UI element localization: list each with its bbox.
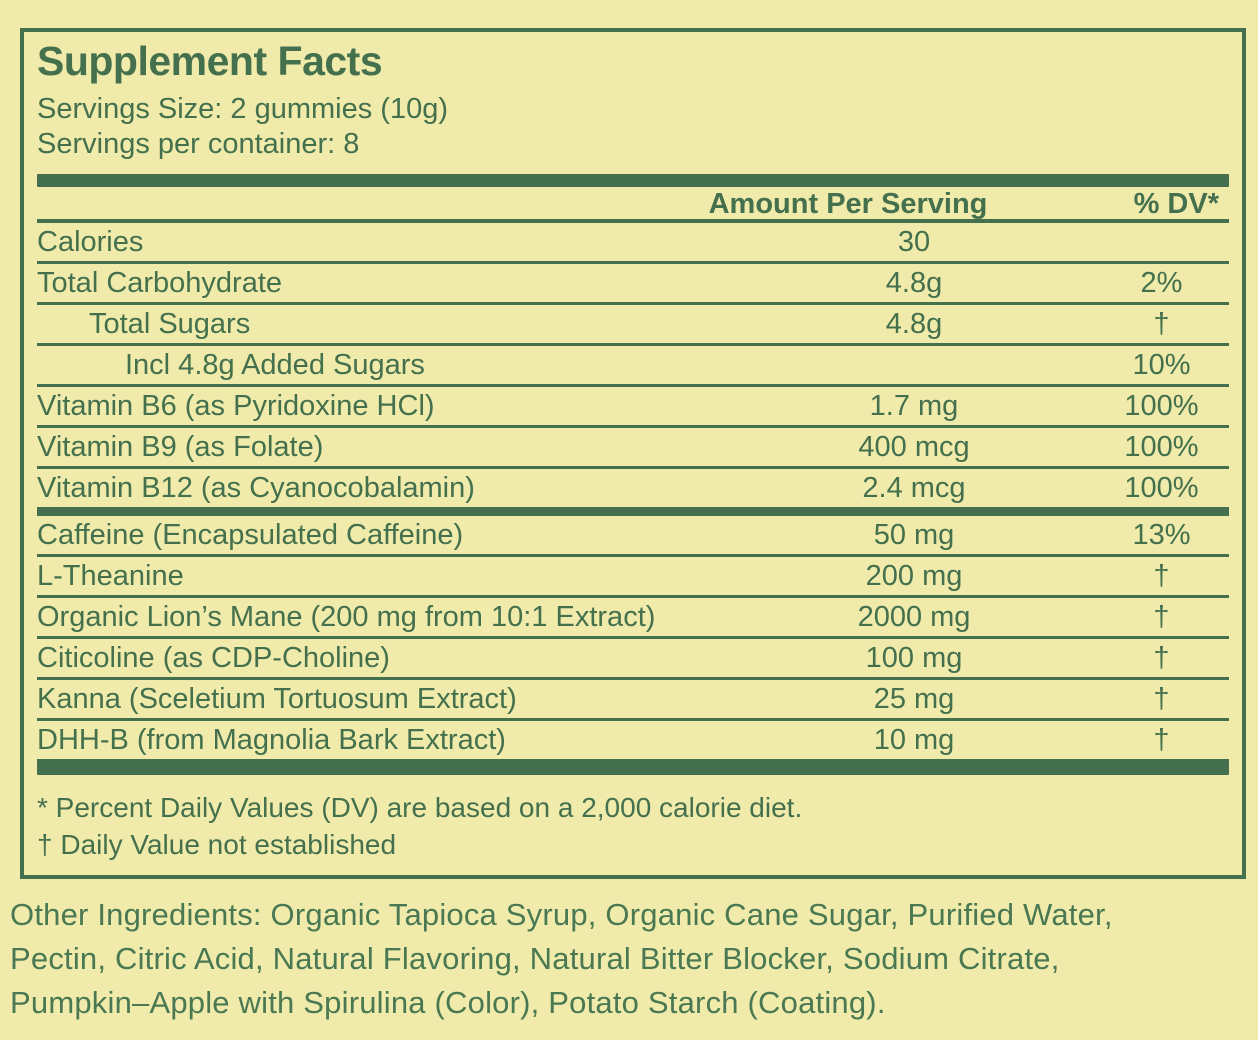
nutrient-name: Vitamin B6 (as Pyridoxine HCl)	[37, 389, 435, 422]
nutrient-row: Vitamin B12 (as Cyanocobalamin) 2.4 mcg …	[37, 469, 1229, 516]
nutrient-name: Caffeine (Encapsulated Caffeine)	[37, 518, 464, 551]
nutrient-dv: 100%	[1124, 389, 1199, 422]
nutrient-name: Vitamin B12 (as Cyanocobalamin)	[37, 471, 475, 504]
nutrient-row: Caffeine (Encapsulated Caffeine) 50 mg 1…	[37, 516, 1229, 557]
nutrient-row: L-Theanine 200 mg †	[37, 557, 1229, 598]
nutrient-dv: †	[1153, 723, 1170, 756]
nutrient-dv: 13%	[1132, 518, 1191, 551]
nutrient-amount: 30	[897, 225, 931, 258]
divider-thick-bottom	[37, 762, 1229, 775]
nutrient-name: L-Theanine	[37, 559, 184, 592]
nutrient-amount: 1.7 mg	[869, 389, 959, 422]
nutrient-amount: 2.4 mcg	[862, 471, 966, 504]
divider-thick-top	[37, 174, 1229, 187]
nutrient-row: Vitamin B6 (as Pyridoxine HCl) 1.7 mg 10…	[37, 387, 1229, 428]
nutrient-dv: †	[1153, 641, 1170, 674]
nutrient-amount: 100 mg	[865, 641, 963, 674]
other-ingredients-line: Pectin, Citric Acid, Natural Flavoring, …	[10, 941, 1060, 976]
nutrient-amount: 4.8g	[885, 307, 943, 340]
nutrient-name: Total Sugars	[89, 307, 251, 340]
other-ingredients-line: Other Ingredients: Organic Tapioca Syrup…	[10, 897, 1113, 932]
nutrient-name: Total Carbohydrate	[37, 266, 283, 299]
footnote-percent-dv: * Percent Daily Values (DV) are based on…	[37, 792, 803, 823]
nutrient-row: Incl 4.8g Added Sugars 10%	[37, 346, 1229, 387]
column-header-amount: Amount Per Serving	[708, 187, 988, 220]
panel-title: Supplement Facts	[37, 38, 383, 84]
nutrient-row: Vitamin B9 (as Folate) 400 mcg 100%	[37, 428, 1229, 469]
nutrient-row: Total Sugars 4.8g †	[37, 305, 1229, 346]
nutrient-amount: 50 mg	[873, 518, 955, 551]
nutrient-dv: †	[1153, 682, 1170, 715]
nutrient-name: Calories	[37, 225, 144, 258]
nutrient-dv: †	[1153, 600, 1170, 633]
serving-size-text: Servings Size: 2 gummies (10g)	[37, 93, 448, 125]
nutrient-dv: 2%	[1140, 266, 1183, 299]
footnotes: * Percent Daily Values (DV) are based on…	[37, 789, 1229, 863]
column-header-dv: % DV*	[1133, 187, 1219, 220]
footnote-dagger: † Daily Value not established	[37, 829, 397, 860]
nutrient-table-body: Calories 30 Total Carbohydrate 4.8g 2% T…	[37, 223, 1229, 762]
nutrient-row: DHH-B (from Magnolia Bark Extract) 10 mg…	[37, 721, 1229, 762]
nutrient-amount: 10 mg	[873, 723, 955, 756]
nutrient-dv: 100%	[1124, 430, 1199, 463]
nutrient-dv: †	[1153, 559, 1170, 592]
nutrient-amount: 200 mg	[865, 559, 963, 592]
nutrient-name: Organic Lion’s Mane (200 mg from 10:1 Ex…	[37, 600, 656, 633]
nutrient-amount: 4.8g	[885, 266, 943, 299]
nutrient-amount: 25 mg	[873, 682, 955, 715]
supplement-facts-panel: Supplement Facts Servings Size: 2 gummie…	[20, 28, 1246, 879]
nutrient-row: Citicoline (as CDP-Choline) 100 mg †	[37, 639, 1229, 680]
nutrient-dv: †	[1153, 307, 1170, 340]
nutrient-row: Total Carbohydrate 4.8g 2%	[37, 264, 1229, 305]
nutrient-name: Citicoline (as CDP-Choline)	[37, 641, 390, 674]
other-ingredients-line: Pumpkin–Apple with Spirulina (Color), Po…	[10, 985, 886, 1020]
nutrient-name: Incl 4.8g Added Sugars	[125, 348, 425, 381]
nutrient-amount: 400 mcg	[858, 430, 970, 463]
nutrient-row: Organic Lion’s Mane (200 mg from 10:1 Ex…	[37, 598, 1229, 639]
nutrient-name: Kanna (Sceletium Tortuosum Extract)	[37, 682, 517, 715]
nutrient-row: Kanna (Sceletium Tortuosum Extract) 25 m…	[37, 680, 1229, 721]
nutrient-dv: 10%	[1132, 348, 1191, 381]
other-ingredients-paragraph: Other Ingredients: Organic Tapioca Syrup…	[10, 893, 1113, 1025]
table-header-row: Amount Per Serving % DV*	[37, 187, 1229, 223]
nutrient-name: Vitamin B9 (as Folate)	[37, 430, 324, 463]
nutrient-amount: 2000 mg	[857, 600, 971, 633]
nutrient-name: DHH-B (from Magnolia Bark Extract)	[37, 723, 506, 756]
nutrient-row: Calories 30	[37, 223, 1229, 264]
nutrient-dv: 100%	[1124, 471, 1199, 504]
servings-per-container-text: Servings per container: 8	[37, 128, 360, 160]
